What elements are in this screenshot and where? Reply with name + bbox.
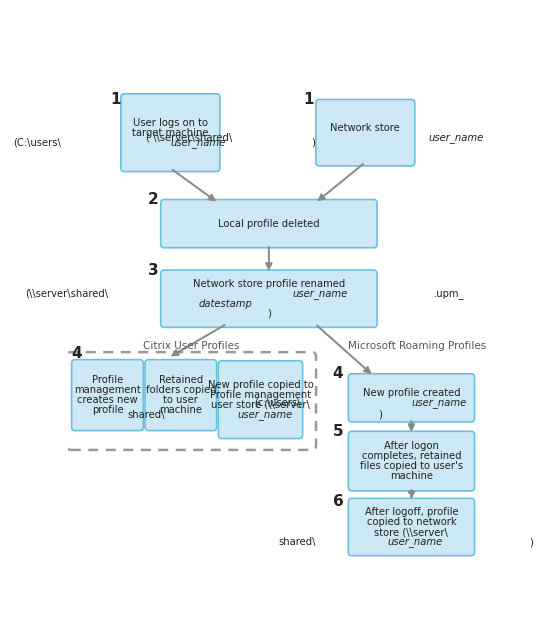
Text: ): ) bbox=[529, 537, 533, 547]
Text: user_name: user_name bbox=[411, 398, 467, 408]
FancyBboxPatch shape bbox=[71, 360, 143, 430]
FancyBboxPatch shape bbox=[145, 360, 217, 430]
Text: machine: machine bbox=[160, 405, 202, 415]
Text: shared\: shared\ bbox=[127, 410, 164, 420]
FancyBboxPatch shape bbox=[348, 431, 474, 491]
Text: user_name: user_name bbox=[237, 410, 292, 420]
Text: ( \\server\shared\: ( \\server\shared\ bbox=[146, 133, 232, 143]
Text: (C:\users\: (C:\users\ bbox=[14, 138, 61, 148]
Text: After logoff, profile: After logoff, profile bbox=[365, 507, 458, 517]
Text: machine: machine bbox=[390, 471, 433, 481]
FancyBboxPatch shape bbox=[161, 200, 377, 248]
FancyBboxPatch shape bbox=[348, 374, 474, 422]
FancyBboxPatch shape bbox=[219, 361, 302, 439]
Text: user_name: user_name bbox=[293, 289, 348, 299]
Text: user_name: user_name bbox=[428, 133, 483, 143]
Text: 1: 1 bbox=[304, 92, 314, 107]
Text: Local profile deleted: Local profile deleted bbox=[218, 219, 320, 229]
Text: Network store profile renamed: Network store profile renamed bbox=[193, 279, 345, 289]
Text: copied to network: copied to network bbox=[367, 517, 456, 527]
Text: 2: 2 bbox=[148, 192, 159, 207]
Text: user_name: user_name bbox=[170, 138, 226, 148]
Text: Retained: Retained bbox=[159, 375, 203, 385]
Text: user store (\\server\: user store (\\server\ bbox=[211, 399, 310, 410]
Text: .upm_: .upm_ bbox=[434, 289, 464, 299]
Text: store (\\server\: store (\\server\ bbox=[374, 527, 448, 537]
Text: profile: profile bbox=[91, 405, 123, 415]
Text: Microsoft Roaming Profiles: Microsoft Roaming Profiles bbox=[348, 341, 486, 351]
Text: After logon: After logon bbox=[384, 441, 439, 451]
Text: ): ) bbox=[312, 138, 315, 148]
Text: Profile: Profile bbox=[92, 375, 123, 385]
Text: 6: 6 bbox=[333, 494, 344, 509]
Text: ): ) bbox=[378, 410, 382, 420]
Text: files copied to user's: files copied to user's bbox=[360, 461, 463, 471]
Text: 4: 4 bbox=[333, 366, 344, 381]
Text: 4: 4 bbox=[71, 346, 82, 361]
Text: Network store: Network store bbox=[331, 123, 400, 133]
Text: completes, retained: completes, retained bbox=[361, 451, 461, 461]
FancyBboxPatch shape bbox=[348, 499, 474, 556]
Text: shared\: shared\ bbox=[278, 537, 315, 547]
FancyBboxPatch shape bbox=[67, 352, 316, 450]
FancyBboxPatch shape bbox=[121, 94, 220, 171]
FancyBboxPatch shape bbox=[161, 270, 377, 327]
Text: New profile created: New profile created bbox=[362, 388, 460, 398]
Text: creates new: creates new bbox=[77, 395, 138, 405]
FancyBboxPatch shape bbox=[316, 99, 415, 166]
Text: 1: 1 bbox=[110, 92, 121, 107]
Text: datestamp: datestamp bbox=[198, 299, 252, 308]
Text: (\\server\shared\: (\\server\shared\ bbox=[25, 289, 109, 299]
Text: 5: 5 bbox=[333, 425, 344, 439]
Text: user_name: user_name bbox=[388, 537, 443, 547]
Text: ): ) bbox=[267, 308, 271, 319]
Text: to user: to user bbox=[163, 395, 198, 405]
Text: New profile copied to: New profile copied to bbox=[208, 380, 313, 390]
Text: folders copied: folders copied bbox=[146, 385, 216, 395]
Text: Profile management: Profile management bbox=[210, 390, 311, 399]
Text: target machine: target machine bbox=[132, 128, 209, 138]
Text: (c:\users\: (c:\users\ bbox=[254, 398, 301, 408]
Text: management: management bbox=[74, 385, 141, 395]
Text: 3: 3 bbox=[148, 262, 159, 277]
Text: User logs on to: User logs on to bbox=[133, 118, 208, 128]
Text: Citrix User Profiles: Citrix User Profiles bbox=[143, 341, 240, 351]
